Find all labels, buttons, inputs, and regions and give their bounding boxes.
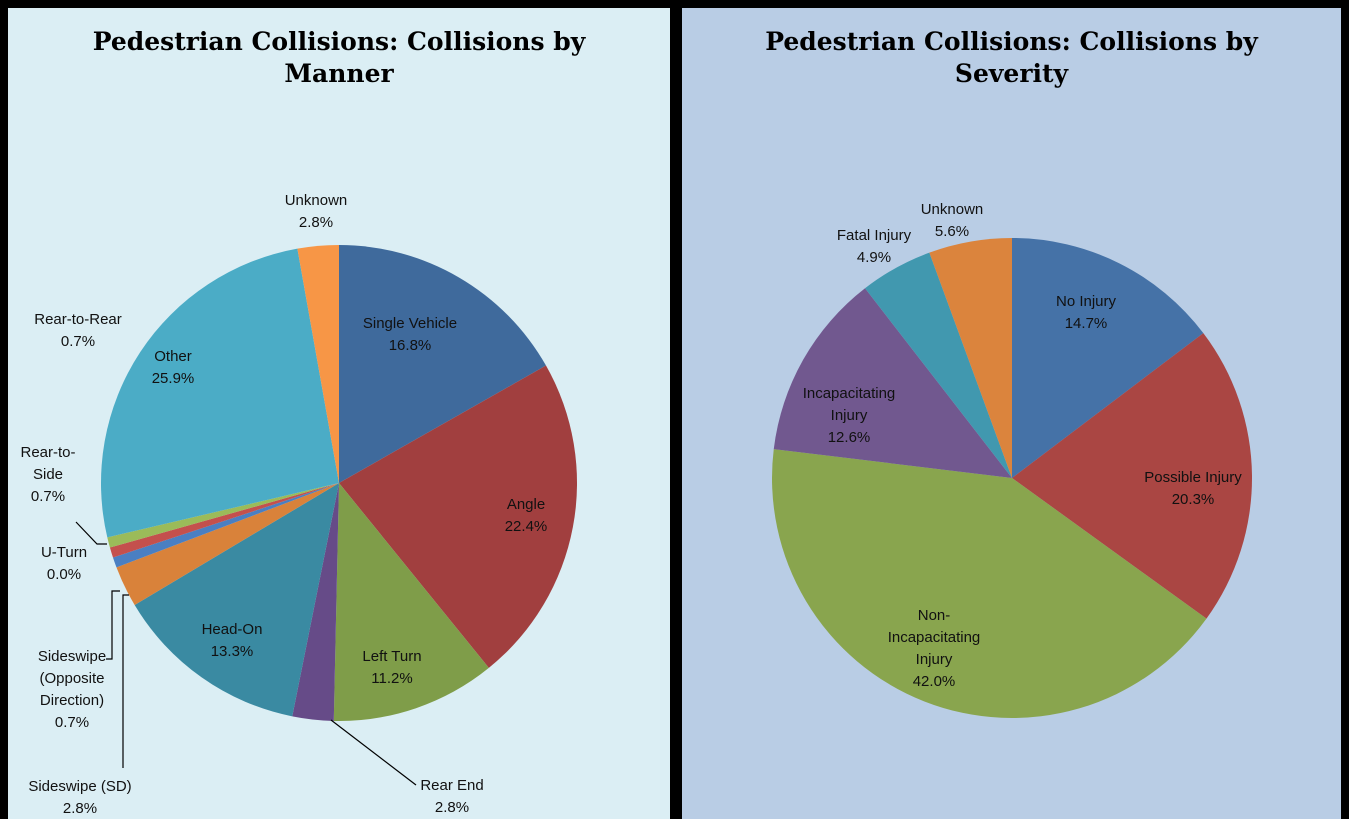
chart-title-severity: Pedestrian Collisions: Collisions by Sev… [682, 26, 1341, 90]
chart-title-line-1: Pedestrian Collisions: Collisions by [92, 27, 586, 56]
data-label-unknown: Unknown 5.6% [921, 201, 984, 240]
leader-line-u-turn [75, 521, 107, 545]
data-label-fatal-injury: Fatal Injury 4.9% [837, 227, 912, 266]
leader-line-rear-end [330, 719, 417, 786]
pie-slice-sideswipe-opposite-direction [112, 483, 339, 568]
chart-title-line-2: Manner [284, 59, 394, 88]
pie-chart-severity: No Injury 14.7% Possible Injury 20.3% Non-In… [772, 201, 1252, 718]
pie-slice-angle [339, 365, 578, 668]
data-label-angle: Angle 22.4% [505, 496, 548, 535]
data-label-sideswipe-sd: Sideswipe (SD) 2.8% [28, 778, 131, 817]
pie-slice-possible-injury [1012, 333, 1252, 619]
chart-title-manner: Pedestrian Collisions: Collisions by Man… [8, 26, 670, 90]
data-label-rear-end: Rear End 2.8% [420, 777, 483, 816]
chart-title-line-2: Severity [954, 59, 1069, 88]
pie-slice-non-incapacitating-injury [772, 449, 1207, 718]
chart-title-line-1: Pedestrian Collisions: Collisions by [765, 27, 1258, 56]
data-label-incapacitating-injury: Incapacitating Injury 12.6% [803, 385, 896, 446]
data-label-rear-to-rear: Rear-to-Rear 0.7% [34, 311, 122, 350]
leader-line-sideswipe-opposite-direction [106, 590, 120, 660]
data-label-u-turn: U-Turn 0.0% [41, 544, 87, 583]
pie-slice-rear-to-rear [107, 483, 339, 548]
pie-slice-unknown [929, 238, 1012, 478]
leader-line-sideswipe-sd [122, 594, 129, 768]
data-label-single-vehicle: Single Vehicle 16.8% [363, 315, 457, 354]
pie-chart-manner: Single Vehicle 16.8% Angle 22.4% Left Turn 11… [20, 192, 578, 817]
data-label-other: Other 25.9% [152, 348, 195, 387]
pie-slice-rear-end [292, 483, 339, 721]
pie-slice-incapacitating-injury [773, 288, 1012, 478]
pie-slice-head-on [134, 483, 339, 717]
pie-slice-sideswipe-sd [116, 483, 339, 606]
chart-panel-manner: Pedestrian Collisions: Collisions by Man… [8, 8, 670, 819]
data-label-possible-injury: Possible Injury 20.3% [1144, 469, 1242, 508]
pie-slice-unknown [297, 245, 339, 483]
pie-slice-rear-to-side [109, 483, 339, 558]
pie-slice-other [100, 248, 339, 538]
data-label-non-incapacitating-injury: Non-Incapacitating Injury 42.0% [888, 607, 981, 690]
data-label-no-injury: No Injury 14.7% [1056, 293, 1117, 332]
data-label-left-turn: Left Turn 11.2% [362, 648, 421, 687]
data-label-rear-to-side: Rear-to-Side 0.7% [20, 444, 75, 505]
data-label-unknown: Unknown 2.8% [285, 192, 348, 231]
chart-panel-severity: Pedestrian Collisions: Collisions by Sev… [682, 8, 1341, 819]
data-label-head-on: Head-On 13.3% [202, 621, 263, 660]
pie-slice-left-turn [333, 483, 489, 721]
pie-slice-no-injury [1012, 238, 1204, 478]
pie-slice-single-vehicle [339, 245, 546, 483]
pie-slice-fatal-injury [865, 252, 1012, 478]
data-label-sideswipe-opposite-direction: Sideswipe (Opposite Direction) 0.7% [38, 648, 106, 731]
